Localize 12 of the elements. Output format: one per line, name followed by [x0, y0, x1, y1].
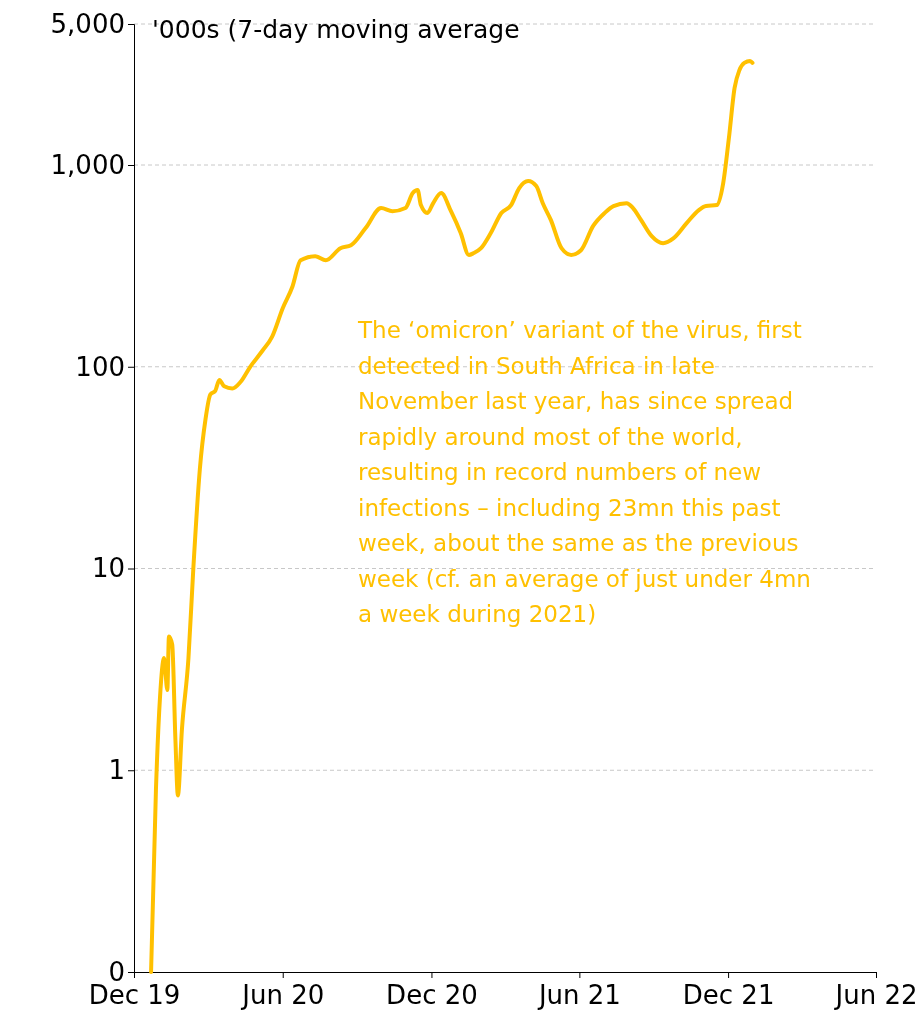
y-tick-label: 10: [91, 553, 125, 584]
x-tick-label: Jun 22: [833, 980, 918, 1011]
y-tick-label: 5,000: [50, 8, 125, 39]
y-tick-label: 1: [108, 755, 125, 786]
y-tick-label: 1,000: [50, 149, 125, 180]
x-tick-label: Dec 21: [682, 980, 775, 1011]
x-tick-label: Jun 20: [240, 980, 325, 1011]
text: The ‘omicron’ variant of the virus, first detected in South Africa in late November last year, has since spread rapidly around most of the world, resulting in record numbers of new infections – including 23mn this past week, about the same as the previous week (cf. an average of just under 4mn a week during 2021): [358, 317, 811, 627]
chart-subtitle: '000s (7-day moving average: [152, 15, 520, 44]
x-tick-label: Dec 20: [386, 980, 478, 1011]
x-tick-label: Jun 21: [536, 980, 621, 1011]
y-tick-label: 100: [75, 351, 125, 382]
